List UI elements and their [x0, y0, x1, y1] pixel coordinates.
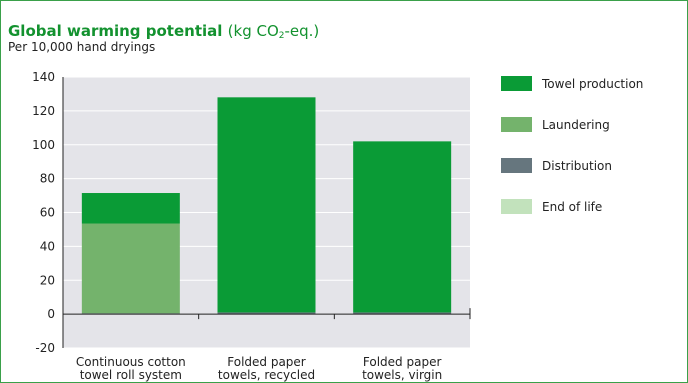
- legend-label: End of life: [542, 200, 602, 214]
- category-label: Continuous cotton: [76, 355, 186, 369]
- bar-segment-distribution: [353, 312, 452, 315]
- unit-suffix: -eq.): [284, 22, 320, 40]
- chart-title-main: Global warming potential: [8, 22, 223, 40]
- category-label: towel roll system: [80, 368, 182, 382]
- category-label: Folded paper: [363, 355, 442, 369]
- unit-prefix: (kg CO: [227, 22, 279, 40]
- chart-title: Global warming potential (kg CO2-eq.): [8, 22, 319, 45]
- bar-segment-laundering: [81, 223, 180, 314]
- legend-swatch: [501, 117, 532, 132]
- y-tick-label: 80: [40, 172, 55, 186]
- y-tick-label: 140: [32, 70, 55, 84]
- y-tick-label: 120: [32, 104, 55, 118]
- category-label: towels, virgin: [362, 368, 442, 382]
- category-label: towels, recycled: [218, 368, 315, 382]
- chart-subtitle: Per 10,000 hand dryings: [8, 40, 156, 54]
- y-tick-label: 60: [40, 206, 55, 220]
- y-tick-label: 0: [47, 307, 55, 321]
- y-tick-label: 100: [32, 138, 55, 152]
- legend-label: Towel production: [541, 77, 643, 91]
- legend-swatch: [501, 76, 532, 91]
- unit-subscript: 2: [278, 31, 285, 41]
- bar-segment-distribution: [217, 312, 316, 315]
- chart-title-unit: (kg CO2-eq.): [227, 22, 320, 41]
- legend-label: Distribution: [542, 159, 612, 173]
- y-tick-label: -20: [35, 341, 55, 355]
- bar-segment-towel-production: [217, 97, 316, 313]
- bar-segment-towel-production: [81, 193, 180, 224]
- legend-swatch: [501, 199, 532, 214]
- bar-segment-towel-production: [353, 141, 452, 313]
- y-tick-label: 40: [40, 239, 55, 253]
- y-tick-label: 20: [40, 273, 55, 287]
- legend-swatch: [501, 158, 532, 173]
- legend-label: Laundering: [542, 118, 610, 132]
- legend: Towel production Laundering Distribution En…: [501, 76, 643, 214]
- category-label: Folded paper: [227, 355, 306, 369]
- bars: [81, 97, 452, 315]
